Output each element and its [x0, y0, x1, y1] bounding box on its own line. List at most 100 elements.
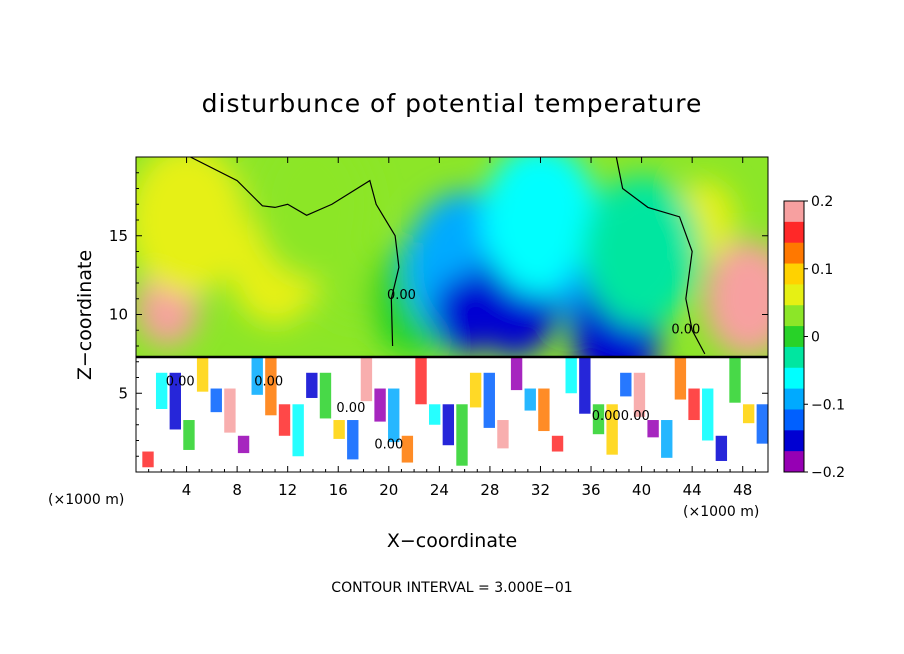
x-tick-label: 16 [329, 481, 348, 499]
y-axis: 5 10 15 [109, 172, 768, 457]
lower-band [674, 357, 687, 400]
contour-label: 0.00 [166, 374, 195, 389]
lower-band [347, 420, 359, 460]
colorbar-segment [784, 430, 804, 452]
lower-band [196, 357, 209, 392]
y-axis-label: Z−coordinate [74, 250, 96, 380]
x-axis: 4 8 12 16 20 24 28 32 36 40 44 48 [148, 157, 756, 499]
colorbar-segment [784, 284, 804, 306]
colorbar-segment [784, 221, 804, 244]
lower-band [415, 357, 427, 405]
lower-band [265, 357, 277, 416]
contour-label: 0.00 [671, 322, 700, 337]
field-feature [481, 157, 600, 296]
colorbar-segment [784, 409, 804, 431]
lower-band [319, 372, 332, 419]
lower-band [592, 404, 605, 435]
lower-band [142, 451, 154, 468]
lower-band [183, 420, 195, 450]
x-axis-label: X−coordinate [387, 530, 517, 552]
colorbar-segment [784, 388, 804, 410]
lower-band [565, 357, 577, 394]
contour-label: 0.00 [387, 288, 416, 303]
contour-label: 0.00 [374, 437, 403, 452]
colorbar-segment [784, 367, 804, 390]
contour-label: 0.00 [254, 374, 283, 389]
lower-band [388, 388, 400, 443]
lower-band [538, 388, 550, 432]
colorbar-segment [784, 326, 804, 348]
lower-band [756, 404, 768, 444]
x-tick-label: 24 [430, 481, 449, 499]
lower-band [456, 404, 468, 466]
contour-lines: 0.000.000.00 0.000.000.000.00 0.00 [166, 157, 706, 452]
contour-label: 0.00 [592, 409, 621, 424]
lower-band [237, 435, 250, 454]
x-tick-label: 8 [232, 481, 242, 499]
x-tick-label: 12 [278, 481, 297, 499]
contour-line-zero [190, 157, 400, 347]
colorbar-segment [784, 242, 804, 265]
contour-interval-note: CONTOUR INTERVAL = 3.000E−01 [331, 580, 572, 596]
lower-band [333, 420, 345, 439]
colorbar-tick-label: 0 [811, 330, 820, 346]
lower-band [688, 388, 700, 421]
lower-band [360, 357, 373, 402]
lower-band [497, 420, 509, 449]
colorbar-segment [784, 305, 804, 327]
lower-band [251, 357, 263, 395]
field-blobs [136, 157, 768, 388]
lower-band [155, 372, 168, 409]
lower-band [620, 372, 632, 397]
lower-band [483, 372, 495, 428]
y-tick-label: 10 [109, 306, 128, 324]
x-unit-right: (×1000 m) [683, 504, 759, 520]
lower-band [742, 404, 755, 424]
x-tick-label: 44 [683, 481, 702, 499]
x-tick-label: 36 [581, 481, 600, 499]
lower-band [292, 404, 304, 457]
lower-band [401, 435, 414, 463]
colorbar-segment [784, 346, 804, 369]
lower-band [729, 357, 741, 403]
x-tick-label: 32 [531, 481, 550, 499]
lower-band [169, 372, 181, 430]
lower-band [606, 404, 618, 455]
lower-band [278, 404, 291, 436]
field-feature [582, 175, 701, 328]
colorbar: 0.2 0.1 0 −0.1 −0.2 [783, 194, 845, 481]
x-tick-label: 48 [733, 481, 752, 499]
lower-band [551, 435, 564, 452]
colorbar-segment [784, 451, 804, 473]
lower-band [647, 420, 659, 438]
lower-band [633, 372, 646, 417]
lower-band [524, 388, 536, 411]
heatmap-field [136, 157, 768, 388]
lower-band [579, 357, 591, 414]
x-tick-label: 20 [379, 481, 398, 499]
chart-title: disturbunce of potential temperature [202, 89, 703, 118]
colorbar-tick-label: −0.2 [811, 465, 845, 481]
colorbar-tick-label: −0.1 [811, 397, 845, 413]
lower-band [374, 388, 386, 422]
field-feature [136, 157, 246, 296]
colorbar-segment [784, 263, 804, 285]
lower-band [210, 388, 222, 413]
x-tick-label: 28 [480, 481, 499, 499]
lower-band [306, 372, 318, 398]
lower-band [510, 357, 523, 391]
lower-band [702, 388, 714, 441]
lower-band [224, 388, 236, 433]
contour-label: 0.00 [336, 401, 365, 416]
field-feature [320, 243, 382, 323]
lower-layer-field [136, 355, 768, 472]
lower-band [428, 404, 441, 425]
lower-band [715, 435, 728, 461]
contour-line-zero [615, 157, 706, 355]
y-tick-label: 15 [109, 227, 128, 245]
lower-band [442, 404, 455, 446]
lower-band [661, 420, 673, 458]
field-feature [704, 241, 768, 357]
x-unit-left: (×1000 m) [48, 492, 124, 508]
